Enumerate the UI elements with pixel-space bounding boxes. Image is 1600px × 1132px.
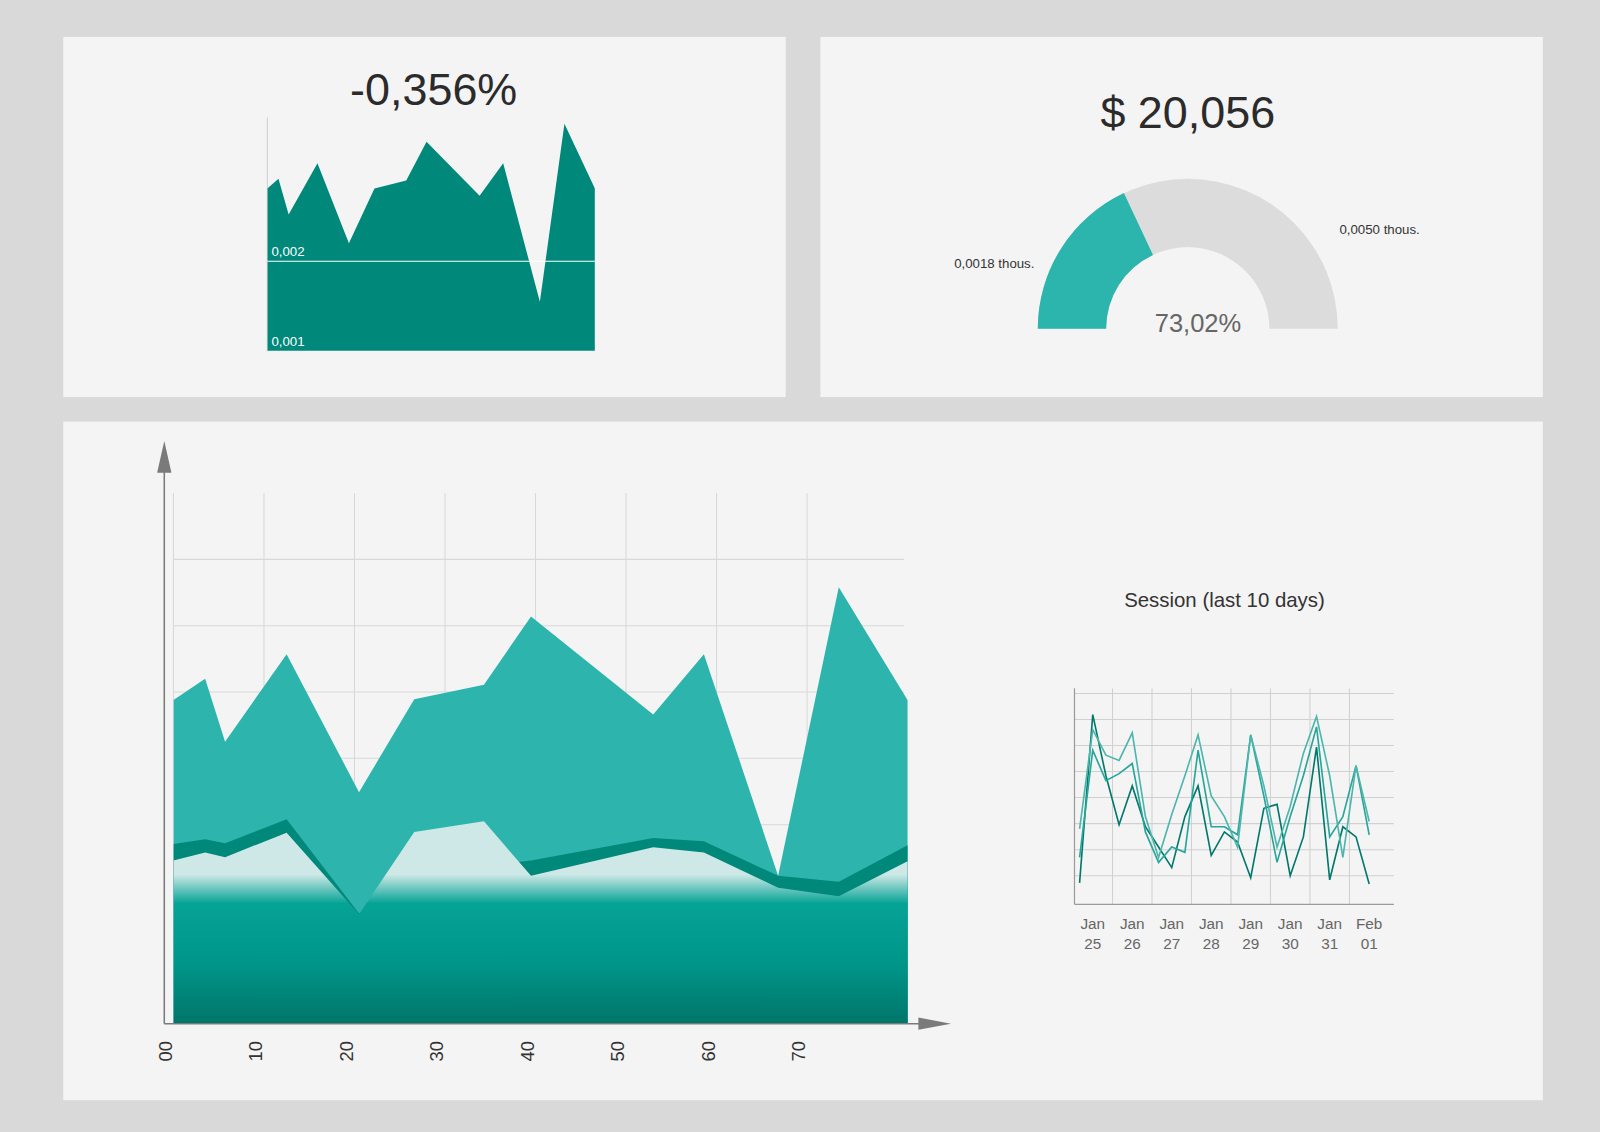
tick-label: 20 [336,1041,357,1061]
panel [63,422,1543,1101]
tick-label: 0,001 [271,334,304,349]
tick-label: 30 [426,1041,447,1061]
area-chart: -0,356% 0,001 0,002 [267,64,595,351]
background [0,0,1600,1132]
grid-line [1349,688,1350,904]
tick-label: 00 [155,1041,176,1061]
line-series [1080,716,1370,857]
axis-line [267,351,595,352]
grid-line [1270,688,1271,904]
line-series [1080,715,1370,884]
tick-label-line: Feb [1356,915,1382,932]
axis-arrow [157,441,171,473]
tick-label: Jan 31 [1317,915,1342,952]
tick-label-line: 01 [1361,935,1378,952]
chart-title: -0,356% [350,64,517,115]
tick-label-line: 29 [1242,935,1259,952]
grid-line [1230,688,1231,904]
tick-label-line: 30 [1282,935,1299,952]
plot-area [267,124,595,351]
grid-line [1074,797,1393,798]
grid-line [1074,719,1393,720]
line-series [1080,727,1370,863]
tick-label: 60 [698,1041,719,1061]
grid-line [1074,693,1393,694]
tick-label: Jan 28 [1199,915,1224,952]
tick-label-line: Jan [1159,915,1184,932]
grid-line [173,559,904,560]
gauge-track [1038,179,1338,329]
tick-label-line: Jan [1120,915,1145,932]
plot-area [173,587,907,1023]
tick-label: Feb 01 [1356,915,1382,952]
grid-line [1074,849,1393,850]
panel [63,37,785,397]
axis-line [1074,904,1393,905]
panel [820,37,1542,397]
grid-line [267,351,595,352]
data-label: 0,0018 thous. [954,256,1034,271]
tick-label: Jan 29 [1238,915,1263,952]
tick-label-line: 31 [1321,935,1338,952]
area-series [173,587,907,1023]
dashboard: -0,356% 0,001 0,002 $ 20,056 0,0018 thous. 0,… [0,0,1600,1132]
tick-label: 0,002 [271,244,304,259]
line-chart: Session (last 10 days)Jan25Jan26Jan27Jan… [1074,589,1393,952]
tick-label-line: Jan [1317,915,1342,932]
grid-line [1151,688,1152,904]
tick-label: 70 [788,1041,809,1061]
tick-label: Jan 26 [1120,915,1145,952]
tick-label: 40 [517,1041,538,1061]
tick-label-line: 28 [1203,935,1220,952]
plot-area [1080,715,1370,884]
area-chart: 00 10 20 30 40 50 60 70 [155,441,951,1061]
axis-arrow [918,1018,951,1030]
gauge-value [1038,193,1153,329]
tick-label-line: Jan [1199,915,1224,932]
chart-title: Session (last 10 days) [1124,589,1325,611]
area-series [173,821,907,1023]
area-series [173,819,907,1023]
tick-label-line: Jan [1080,915,1105,932]
tick-label: 50 [607,1041,628,1061]
chart-title: $ 20,056 [1100,87,1275,138]
tick-label-line: 26 [1124,935,1141,952]
tick-label: Jan 25 [1080,915,1105,952]
axis-line [1074,688,1075,904]
grid-line [1074,745,1393,746]
axis-line [164,1023,943,1025]
gauge-chart: $ 20,056 0,0018 thous. 0,0050 thous. 73,02% [954,87,1420,337]
tick-label: Jan 27 [1159,915,1184,952]
tick-label-line: Jan [1238,915,1263,932]
tick-label-line: Jan [1278,915,1303,932]
tick-label-line: 25 [1084,935,1101,952]
tick-label: Jan 30 [1278,915,1303,952]
grid-line [1074,875,1393,876]
tick-label: 0,0050 thous. [1339,222,1419,237]
grid-line [267,261,595,262]
tick-label-line: 27 [1163,935,1180,952]
axis-line [164,449,166,1023]
tick-label: 10 [245,1041,266,1061]
area-series [267,124,595,351]
grid-line [1074,823,1393,824]
annotation: 73,02% [1155,309,1242,337]
